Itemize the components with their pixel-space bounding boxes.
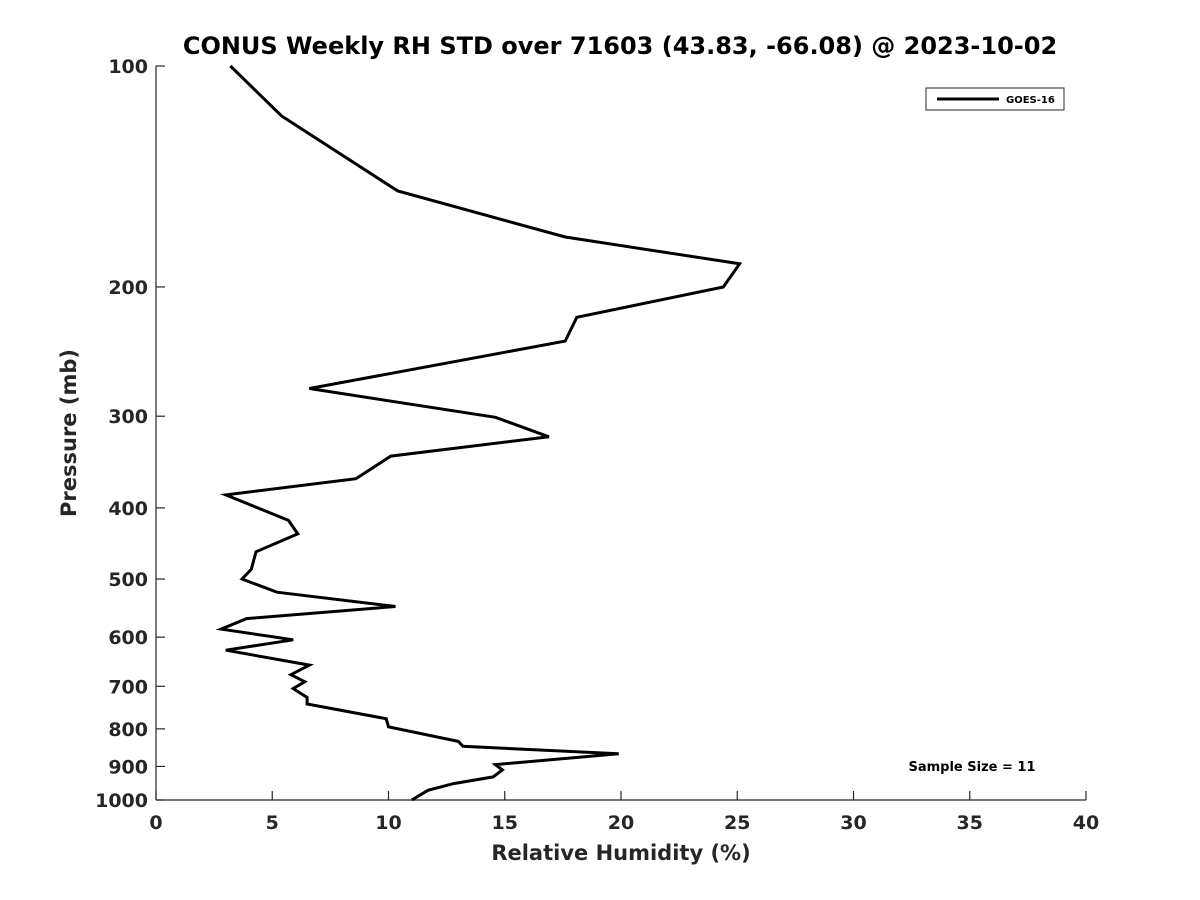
- sample-size-annotation: Sample Size = 11: [908, 760, 1035, 775]
- x-tick-label: 20: [608, 812, 634, 834]
- x-tick-label: 0: [149, 812, 162, 834]
- y-tick-label: 100: [108, 56, 148, 78]
- x-tick-label: 40: [1073, 812, 1099, 834]
- y-tick-label: 400: [108, 498, 148, 520]
- series-line-goes-16: [215, 64, 743, 802]
- legend: GOES-16: [925, 87, 1065, 111]
- x-axis-label: Relative Humidity (%): [491, 841, 750, 865]
- y-tick-label: 900: [108, 756, 148, 778]
- chart-title: CONUS Weekly RH STD over 71603 (43.83, -…: [183, 32, 1057, 60]
- y-tick-label: 800: [108, 719, 148, 741]
- legend-label-goes-16: GOES-16: [1006, 95, 1055, 106]
- y-tick-label: 1000: [95, 790, 148, 812]
- y-tick-label: 200: [108, 277, 148, 299]
- y-tick-label: 600: [108, 627, 148, 649]
- x-tick-label: 15: [492, 812, 518, 834]
- x-tick-label: 30: [840, 812, 866, 834]
- x-tick-label: 35: [957, 812, 983, 834]
- x-tick-label: 5: [266, 812, 279, 834]
- axes-background: [156, 66, 1086, 800]
- y-tick-label: 300: [108, 406, 148, 428]
- x-axis-ticks: 0 5 10 15 20 25 30 35 40: [149, 791, 1099, 834]
- y-axis-ticks: 100 200 300 400 500 600 700 800 900 1000: [95, 56, 165, 812]
- x-tick-label: 25: [724, 812, 750, 834]
- plot-area: [155, 66, 1086, 801]
- x-tick-label: 10: [375, 812, 401, 834]
- y-tick-label: 500: [108, 569, 148, 591]
- y-tick-label: 700: [108, 676, 148, 698]
- y-axis-label: Pressure (mb): [57, 349, 81, 517]
